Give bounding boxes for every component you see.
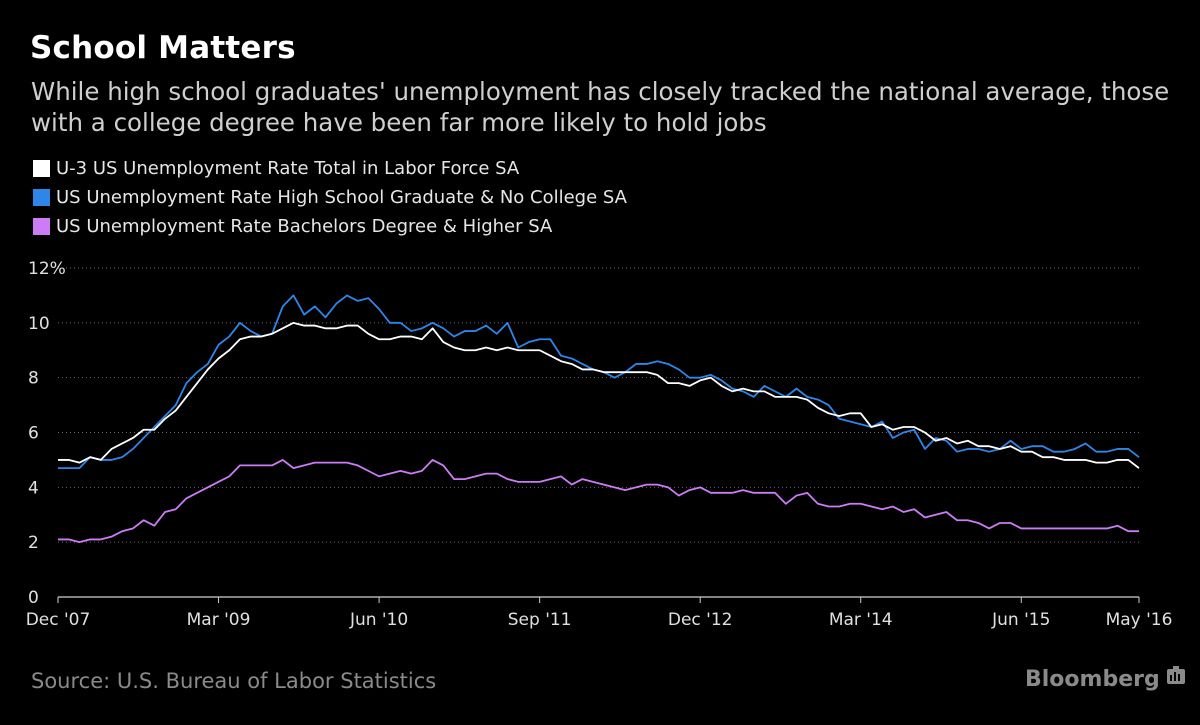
legend: U-3 US Unemployment Rate Total in Labor … [33,154,627,241]
y-tick-label: 6 [28,424,39,444]
y-tick-label: 12% [28,259,66,279]
legend-swatch-bachelors [33,218,50,235]
y-tick-label: 8 [28,369,39,389]
legend-swatch-high-school [33,189,50,206]
series-line-total [58,321,1140,469]
series-line-bachelors [58,459,1139,544]
legend-item-total: U-3 US Unemployment Rate Total in Labor … [33,154,627,183]
chart-title: School Matters [30,30,296,66]
y-tick-label: 0 [28,588,39,608]
bloomberg-logo: Bloomberg [1025,666,1185,692]
x-tick-label: Dec '07 [26,610,91,630]
y-tick-label: 4 [28,478,39,498]
brand-name: Bloomberg [1025,666,1160,692]
y-tick-label: 10 [28,314,50,334]
x-tick-label: Mar '14 [829,610,893,630]
x-tick-label: May '16 [1106,610,1173,630]
source-note: Source: U.S. Bureau of Labor Statistics [31,669,437,693]
legend-label-high-school: US Unemployment Rate High School Graduat… [56,187,627,208]
chart-subtitle: While high school graduates' unemploymen… [31,77,1170,137]
legend-label-total: U-3 US Unemployment Rate Total in Labor … [56,158,520,179]
y-tick-label: 2 [28,533,39,553]
legend-item-bachelors: US Unemployment Rate Bachelors Degree & … [33,212,627,241]
bloomberg-terminal-icon [1166,666,1185,692]
legend-swatch-total [33,160,50,177]
x-tick-label: Mar '09 [187,610,251,630]
series-line-high-school [58,294,1140,470]
legend-item-high-school: US Unemployment Rate High School Graduat… [33,183,627,212]
legend-label-bachelors: US Unemployment Rate Bachelors Degree & … [56,216,553,237]
x-tick-label: Sep '11 [508,610,572,630]
line-chart: 0 2 4 6 8 10 12% Dec '07 Mar '09 Jun '10 Sep '11 De… [26,259,1173,630]
x-tick-label: Jun '15 [991,610,1050,630]
x-tick-label: Jun '10 [349,610,408,630]
x-tick-label: Dec '12 [668,610,733,630]
